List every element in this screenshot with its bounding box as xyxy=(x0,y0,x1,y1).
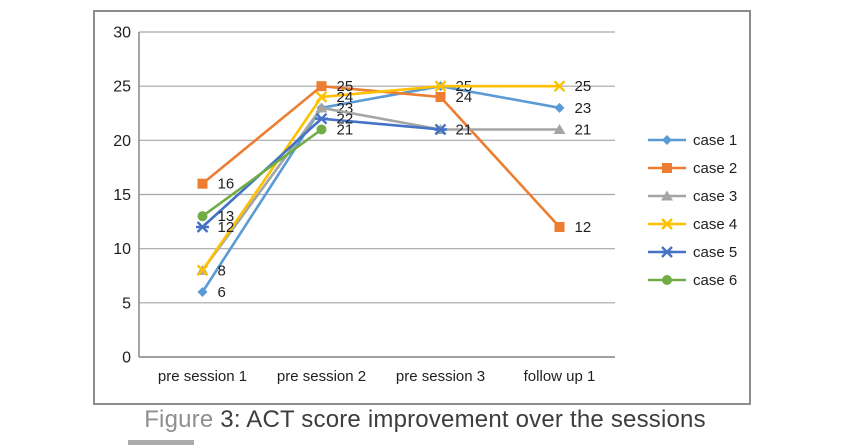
point-case-4-pre-session-1 xyxy=(196,264,209,277)
point-case-2-pre-session-3 xyxy=(435,92,446,102)
figure-caption-text: 3: ACT score improvement over the sessio… xyxy=(220,406,706,433)
series-line-case-1 xyxy=(201,84,560,293)
data-label-12-follow-up-1: 12 xyxy=(575,219,592,236)
legend-marker-case-6 xyxy=(662,275,672,285)
legend-marker-case-4 xyxy=(661,218,673,230)
x-category-label-3: pre session 3 xyxy=(396,368,485,385)
figure-caption: Figure 3: ACT score improvement over the… xyxy=(0,406,850,434)
series-line-case-5 xyxy=(201,117,441,228)
legend-label-case-2: case 2 xyxy=(693,160,737,177)
data-label-16-pre-session-1: 16 xyxy=(218,176,235,193)
data-label-21-pre-session-2: 21 xyxy=(337,122,354,139)
cropped-page-element xyxy=(128,440,194,445)
series-line-case-4 xyxy=(201,84,560,272)
y-tick-label-20: 20 xyxy=(113,133,131,150)
point-case-4-pre-session-2 xyxy=(315,91,328,103)
point-case-3-follow-up-1 xyxy=(553,124,566,134)
data-label-8-pre-session-1: 8 xyxy=(218,262,226,279)
point-case-2-pre-session-1 xyxy=(197,178,208,189)
point-case-5-pre-session-3 xyxy=(434,123,447,136)
data-label-22-pre-session-2: 22 xyxy=(337,111,354,128)
legend-marker-case-3 xyxy=(661,190,673,201)
point-case-4-pre-session-3 xyxy=(434,80,447,93)
point-case-6-pre-session-1 xyxy=(197,211,208,222)
legend-label-case-3: case 3 xyxy=(693,188,737,205)
data-label-6-pre-session-1: 6 xyxy=(218,284,226,301)
x-category-label-2: pre session 2 xyxy=(277,368,366,385)
data-label-12-pre-session-1: 12 xyxy=(218,219,235,236)
y-tick-label-10: 10 xyxy=(113,241,131,258)
chart-area: 0 5 10 15 20 25 30 pre session 1 pre session 2 pr… xyxy=(93,10,751,405)
data-label-21-follow-up-1: 21 xyxy=(575,122,592,139)
point-case-2-pre-session-2 xyxy=(316,81,327,92)
point-case-1-pre-session-1 xyxy=(197,287,208,297)
legend-label-case-5: case 5 xyxy=(693,244,737,261)
legend-label-case-6: case 6 xyxy=(693,272,737,289)
point-case-4-follow-up-1 xyxy=(553,80,566,93)
legend-label-case-4: case 4 xyxy=(693,216,737,233)
series-line-case-3 xyxy=(201,106,560,272)
legend-marker-case-5 xyxy=(660,246,674,258)
point-case-5-pre-session-1 xyxy=(196,221,209,233)
data-label-21-pre-session-3: 21 xyxy=(456,122,473,139)
legend-marker-case-1 xyxy=(662,135,672,145)
point-case-5-pre-session-2 xyxy=(315,112,328,125)
y-tick-label-5: 5 xyxy=(122,295,131,312)
x-category-label-1: pre session 1 xyxy=(158,368,247,385)
point-case-6-pre-session-2 xyxy=(316,124,327,135)
data-label-25-follow-up-1: 25 xyxy=(575,78,592,95)
y-tick-label-25: 25 xyxy=(113,79,131,96)
point-case-1-follow-up-1 xyxy=(554,102,565,113)
y-tick-label-0: 0 xyxy=(122,350,131,367)
series-line-case-6 xyxy=(201,128,323,218)
act-score-line-chart: 0 5 10 15 20 25 30 pre session 1 pre session 2 pr… xyxy=(113,25,737,386)
x-category-label-4: follow up 1 xyxy=(524,368,596,385)
data-label-13-pre-session-1: 13 xyxy=(218,208,235,225)
legend-marker-case-2 xyxy=(662,163,672,173)
y-tick-label-15: 15 xyxy=(113,187,131,204)
data-label-23-follow-up-1: 23 xyxy=(575,100,592,117)
point-case-2-follow-up-1 xyxy=(554,222,565,232)
legend-label-case-1: case 1 xyxy=(693,132,737,149)
point-case-3-pre-session-2 xyxy=(315,102,328,113)
series-line-case-2 xyxy=(201,84,561,228)
data-label-24-pre-session-3: 24 xyxy=(456,89,473,106)
figure-caption-prefix: Figure xyxy=(144,406,221,433)
y-tick-label-30: 30 xyxy=(113,25,131,42)
data-label-24-pre-session-2: 24 xyxy=(337,89,354,106)
data-label-25-pre-session-2: 25 xyxy=(337,78,354,95)
